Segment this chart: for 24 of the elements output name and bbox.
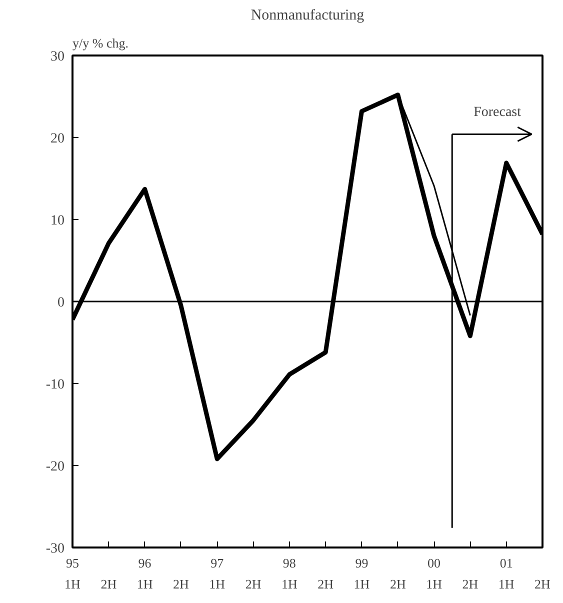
x-tick-label: 2H xyxy=(462,576,478,592)
chart-title: Nonmanufacturing xyxy=(250,8,365,24)
x-tick-label: 2H xyxy=(534,576,550,592)
x-tick-label: 2H xyxy=(245,576,262,592)
x-tick-label: 00 1H xyxy=(426,556,442,592)
y-tick-label: 0 xyxy=(58,296,64,310)
x-tick-label: 2H xyxy=(390,576,406,592)
y-tick-label: -10 xyxy=(46,378,65,392)
x-tick-label: 97 1H xyxy=(209,556,226,592)
x-tick-label: 96 1H xyxy=(136,556,153,592)
y-tick-label: 30 xyxy=(50,50,64,64)
y-tick-label: -20 xyxy=(46,460,65,474)
x-tick-label: 01 1H xyxy=(498,556,514,592)
x-tick-label: 98 1H xyxy=(281,556,298,592)
y-axis-title: y/y % chg. xyxy=(72,36,128,50)
x-tick-label: 95 1H xyxy=(64,556,80,592)
x-tick-label: 2H xyxy=(173,576,189,592)
x-tick-label: 99 1H xyxy=(354,556,370,592)
y-tick-label: 20 xyxy=(50,132,64,146)
y-tick-label: 10 xyxy=(50,214,64,228)
y-tick-label: -30 xyxy=(46,542,65,556)
annotation: Forecast xyxy=(474,105,522,120)
x-tick-label: 2H xyxy=(318,576,334,592)
x-tick-label: 2H xyxy=(100,576,117,592)
